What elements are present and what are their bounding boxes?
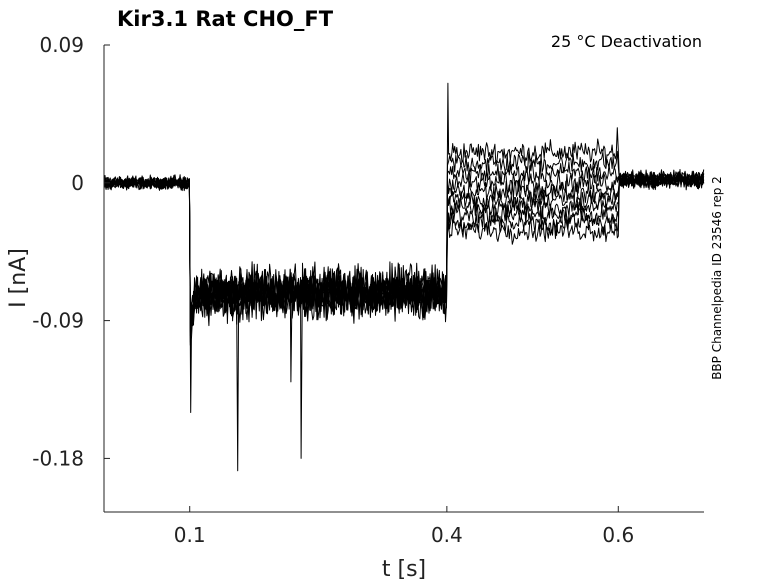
chart-title: Kir3.1 Rat CHO_FT <box>117 7 334 31</box>
y-tick-label: 0.09 <box>39 33 84 57</box>
traces <box>103 82 705 472</box>
y-axis: 0.09 0 -0.09 -0.18 <box>32 33 110 470</box>
y-axis-label: I [nA] <box>6 248 31 308</box>
y-tick-label: -0.18 <box>32 446 84 470</box>
x-tick-label: 0.4 <box>431 523 463 547</box>
condition-annotation: 25 °C Deactivation <box>551 32 702 51</box>
x-axis: 0.1 0.4 0.6 <box>174 506 634 547</box>
channelpedia-id-label: BBP Channelpedia ID 23546 rep 2 <box>710 176 724 380</box>
y-tick-label: 0 <box>71 171 84 195</box>
x-tick-label: 0.6 <box>602 523 634 547</box>
current-trace <box>103 170 705 332</box>
x-axis-label: t [s] <box>382 557 426 582</box>
y-tick-label: -0.09 <box>32 309 84 333</box>
x-tick-label: 0.1 <box>174 523 206 547</box>
